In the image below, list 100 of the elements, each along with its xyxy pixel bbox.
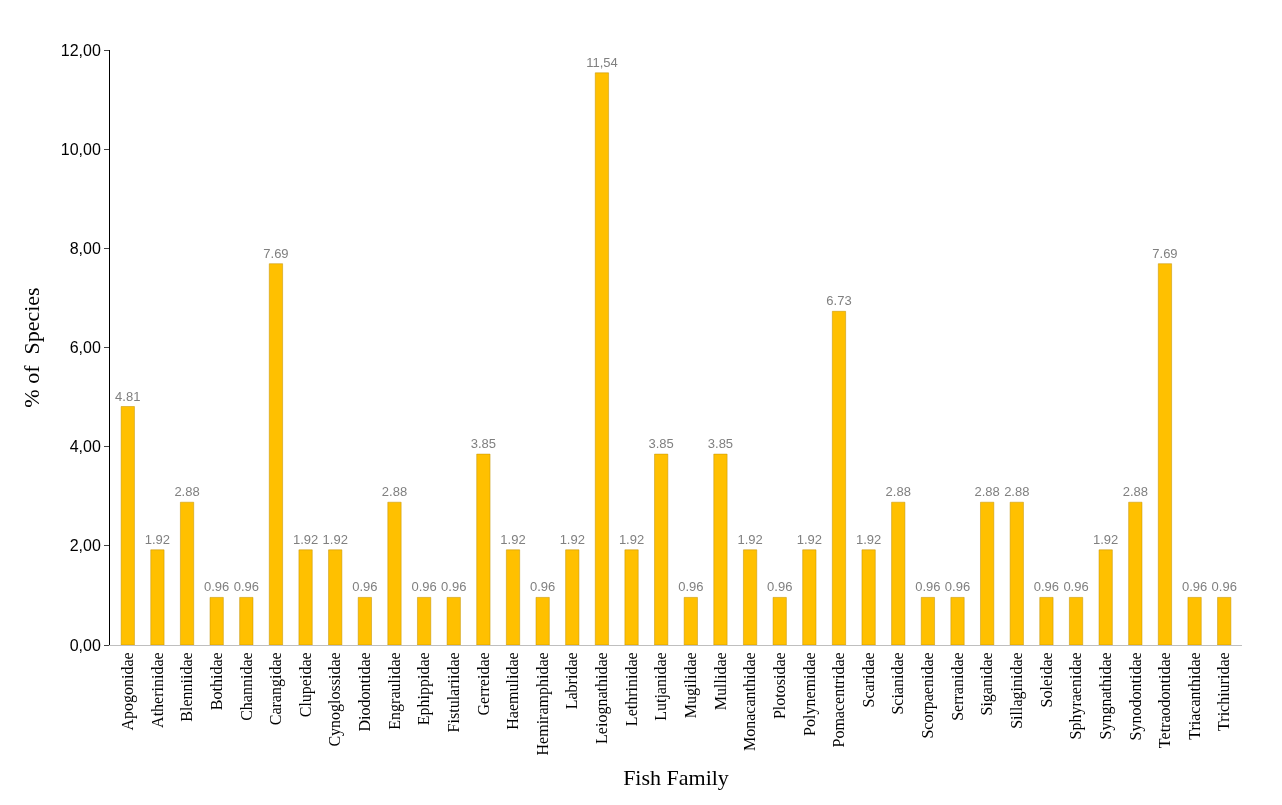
data-label: 0.96 (352, 579, 378, 595)
x-tick-label: Monacanthidae (741, 652, 759, 752)
y-tick-label: 8,00 (69, 239, 101, 257)
data-label: 7.69 (263, 245, 289, 261)
x-tick-label: Apogonidae (118, 652, 137, 731)
bar (387, 501, 402, 645)
bar (832, 311, 846, 645)
x-tick-label: Pomacentridae (830, 652, 848, 748)
bar (506, 549, 520, 645)
x-tick-label: Sphyraenidae (1067, 652, 1086, 740)
bar (980, 501, 995, 645)
x-tick-label: Tetraodontidae (1156, 652, 1174, 749)
bar (1098, 549, 1113, 645)
y-tick-label: 2,00 (69, 537, 101, 555)
x-tick-label: Serranidae (948, 652, 966, 721)
x-axis-title: Fish Family (623, 765, 729, 791)
data-label: 2.88 (1004, 484, 1030, 500)
data-label: 3.85 (707, 436, 734, 452)
x-tick-label: Mugilidae (682, 652, 701, 719)
data-label: 3.85 (470, 436, 497, 452)
x-tick-label: Polynemidae (800, 652, 819, 736)
bar (1039, 597, 1054, 645)
x-tick-label: Lethrinidae (622, 652, 640, 727)
data-label: 1.92 (796, 531, 823, 547)
bar (209, 597, 224, 645)
data-label: 0.96 (1063, 579, 1089, 595)
bar (328, 549, 343, 645)
bar (446, 597, 461, 645)
bar (861, 549, 876, 645)
bar (476, 453, 491, 645)
x-tick-label: Siganidae (978, 652, 997, 716)
x-tick-label: Channidae (237, 652, 255, 721)
data-label: 0.96 (441, 579, 467, 595)
data-label: 0.96 (1181, 579, 1208, 595)
bar (150, 549, 165, 645)
bar (772, 597, 787, 645)
bar (654, 453, 669, 645)
x-tick-label: Scorpaenidae (919, 652, 938, 739)
bar (357, 597, 372, 645)
data-label: 1.92 (855, 531, 882, 547)
bar (743, 549, 757, 645)
bar (565, 549, 580, 645)
bar (1009, 501, 1024, 645)
x-tick-label: Cynoglossidae (326, 652, 345, 747)
bar (1158, 263, 1172, 645)
data-label: 2.88 (885, 484, 911, 500)
y-tick-label: 12,00 (60, 41, 101, 59)
data-label: 1.92 (292, 531, 319, 547)
data-label: 4.81 (115, 388, 141, 404)
bar (920, 597, 935, 645)
bar (417, 597, 432, 645)
data-label: 1.92 (500, 531, 526, 547)
data-label: 0.96 (1211, 579, 1237, 595)
data-label: 7.69 (1152, 245, 1178, 261)
data-label: 2.88 (974, 484, 1000, 500)
y-axis-title: % of Species (18, 287, 44, 408)
x-tick-label: Labridae (563, 652, 581, 710)
y-tick-label: 10,00 (60, 140, 101, 158)
x-tick-label: Leiognathidae (593, 652, 612, 744)
bar (535, 597, 550, 645)
data-label: 1.92 (322, 531, 348, 547)
data-label: 0.96 (678, 579, 704, 595)
x-tick-label: Diodontidae (356, 652, 374, 732)
bar (595, 72, 609, 645)
x-tick-label: Hemiramphidae (533, 652, 552, 756)
data-label: 1.92 (1093, 531, 1119, 547)
x-tick-label: Bothidae (207, 652, 225, 711)
data-label: 2.88 (1122, 484, 1148, 500)
data-label: 0.96 (529, 579, 556, 595)
bar (1069, 597, 1083, 645)
bar (713, 453, 728, 645)
x-tick-label: Clupeidae (296, 652, 315, 718)
x-tick-label: Scianidae (889, 652, 907, 715)
x-tick-label: Carangidae (267, 652, 286, 726)
data-label: 1.92 (737, 531, 763, 547)
x-tick-label: Trichiuridae (1215, 652, 1233, 731)
bar (950, 597, 965, 645)
data-label: 2.88 (174, 484, 200, 500)
data-label: 0.96 (767, 579, 793, 595)
data-label: 6.73 (826, 293, 852, 309)
data-label: 0.96 (204, 579, 230, 595)
data-label: 0.96 (944, 579, 971, 595)
x-tick-label: Fistulariidae (444, 652, 462, 733)
data-label: 3.85 (648, 436, 674, 452)
data-label: 0.96 (233, 579, 259, 595)
x-tick-label: Soleidae (1037, 652, 1055, 708)
bar (624, 549, 639, 645)
x-tick-label: Engraulidae (385, 652, 404, 730)
y-tick-label: 0,00 (69, 636, 101, 654)
data-label: 0.96 (411, 579, 437, 595)
bar (891, 501, 906, 645)
bar (802, 549, 817, 645)
x-tick-label: Haemulidae (504, 652, 522, 730)
x-tick-label: Ephippidae (415, 652, 434, 726)
bar (683, 597, 698, 645)
bar (180, 501, 194, 645)
data-label: 2.88 (381, 484, 408, 500)
x-tick-label: Scaridae (859, 652, 877, 708)
bar (120, 406, 135, 645)
data-label: 1.92 (618, 531, 645, 547)
